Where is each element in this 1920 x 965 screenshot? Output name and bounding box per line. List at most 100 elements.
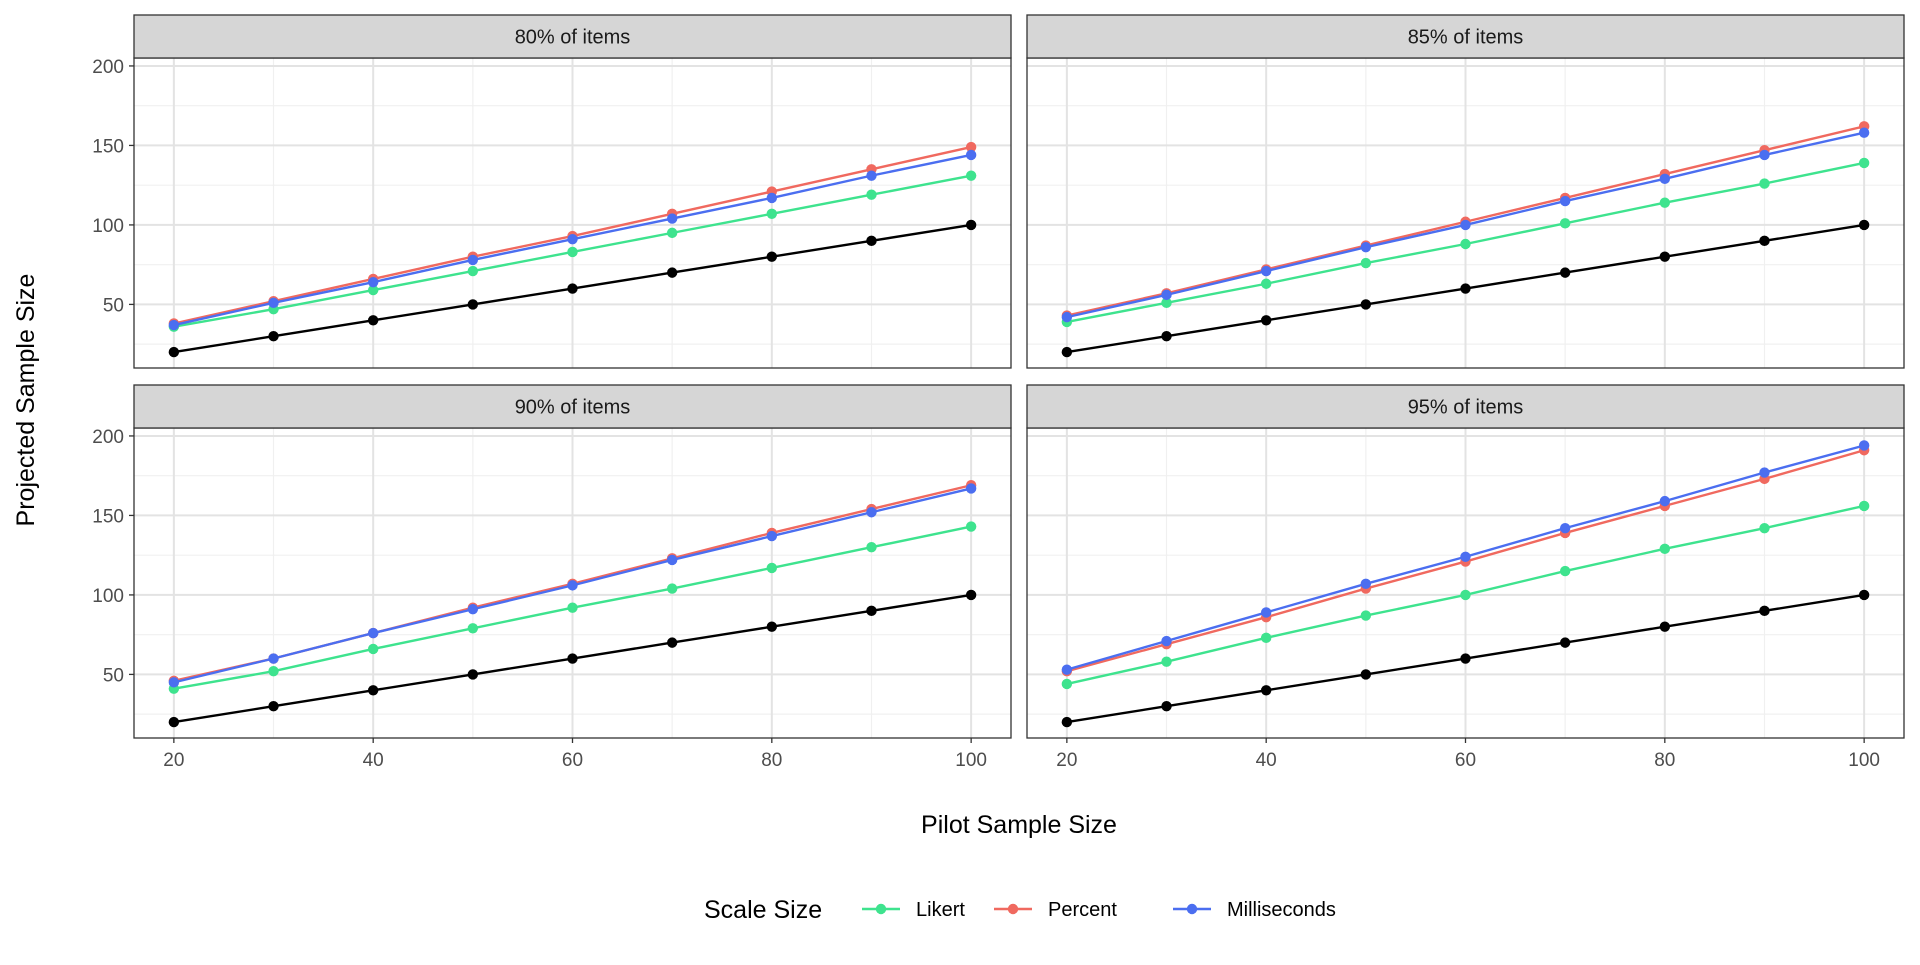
milliseconds-series-point [666,213,678,224]
panel-2: 85% of items [1026,14,1905,369]
milliseconds-series-point [1460,219,1471,231]
likert-series-point [1759,522,1770,534]
reference-series-point [367,315,379,326]
reference-series-point [766,251,778,262]
panel-1: 80% of items 50 100 150 200 [92,14,1012,369]
reference-series-point [168,346,180,358]
milliseconds-series-point [168,319,180,331]
reference-series-point [1360,669,1372,680]
milliseconds-series-point [367,627,379,639]
likert-series-point [1460,238,1471,250]
likert-series-point [1161,297,1172,309]
likert-series-point [567,246,578,258]
legend: Scale Size Likert Percent Milliseconds [704,896,1336,924]
milliseconds-series-point [1260,265,1272,277]
milliseconds-series-point [965,483,977,494]
likert-series-point [1759,178,1770,189]
reference-series-point [1659,621,1671,632]
milliseconds-series-point [866,170,877,181]
milliseconds-series-point [467,254,479,266]
milliseconds-series-point [666,554,678,566]
legend-entry-label: Percent [1048,899,1117,921]
reference-series-point [367,685,379,696]
likert-series-point [1559,565,1571,577]
reference-series-point [666,637,678,648]
reference-series-point [1759,605,1770,617]
legend-key-point [1186,903,1198,915]
reference-series-point [567,283,578,294]
milliseconds-series-point [268,653,279,664]
milliseconds-series-point [1460,551,1471,562]
likert-series-point [965,521,977,532]
milliseconds-series-point [1360,578,1372,589]
milliseconds-series-point [268,297,279,309]
milliseconds-series-point [1559,195,1571,207]
milliseconds-series-point [1260,607,1272,618]
x-tick-label: 20 [1056,750,1077,771]
milliseconds-series-point [467,604,479,615]
reference-series-point [666,267,678,278]
reference-series-point [268,331,279,342]
facet-strip [1026,14,1905,59]
reference-series-point [866,235,877,247]
x-axis-title: Pilot Sample Size [921,811,1117,839]
x-tick-label: 100 [955,750,987,771]
likert-series-point [1260,278,1272,289]
legend-key-point [875,903,887,915]
y-tick-label: 150 [92,136,124,157]
milliseconds-series-point [1759,467,1770,478]
reference-series-point [1460,653,1471,664]
y-tick-label: 100 [92,216,124,237]
reference-series-point [766,621,778,632]
reference-series-point [467,669,479,680]
likert-series-point [367,284,379,296]
reference-series-point [1659,251,1671,262]
legend-entry-label: Likert [916,899,965,921]
reference-series-point [965,589,977,601]
y-tick-label: 100 [92,586,124,607]
x-tick-label: 20 [163,750,184,771]
milliseconds-series-point [965,149,977,161]
reference-series-point [1559,267,1571,278]
reference-series-point [1061,346,1073,358]
facet-strip [133,384,1012,429]
milliseconds-series-point [1858,440,1870,451]
reference-series-point [1161,331,1172,342]
milliseconds-series-point [766,530,778,542]
milliseconds-series-point [567,580,578,591]
reference-series-point [467,299,479,310]
milliseconds-series-point [1659,173,1671,185]
y-tick-label: 200 [92,57,124,78]
likert-series-point [467,623,479,634]
reference-series-point [866,605,877,617]
panel-4: 95% of items 20 40 60 80 100 [1026,384,1905,771]
milliseconds-series-point [367,276,379,288]
likert-series-point [866,189,877,200]
panel-3: 90% of items 50 100 150 200 20 40 60 80 100 [92,384,1012,771]
milliseconds-series-point [1161,635,1172,647]
reference-series-point [1061,716,1073,728]
likert-series-point [467,265,479,277]
reference-series-point [268,701,279,712]
x-tick-label: 80 [1654,750,1675,771]
likert-series-point [567,602,578,613]
likert-series-point [965,170,977,181]
likert-series-point [766,562,778,574]
reference-series-point [1360,299,1372,310]
likert-series-point [1260,632,1272,644]
facet-title: 85% of items [1408,27,1524,49]
x-tick-label: 100 [1848,750,1880,771]
milliseconds-series-point [1061,311,1073,323]
y-tick-label: 200 [92,427,124,448]
likert-series-point [766,208,778,219]
likert-series-point [666,583,678,594]
likert-series-point [268,666,279,677]
y-tick-label: 50 [103,295,124,316]
reference-series-point [567,653,578,664]
facet-title: 90% of items [515,397,631,419]
likert-series-point [1858,157,1870,169]
milliseconds-series-point [1559,522,1571,534]
reference-series-point [1759,235,1770,247]
